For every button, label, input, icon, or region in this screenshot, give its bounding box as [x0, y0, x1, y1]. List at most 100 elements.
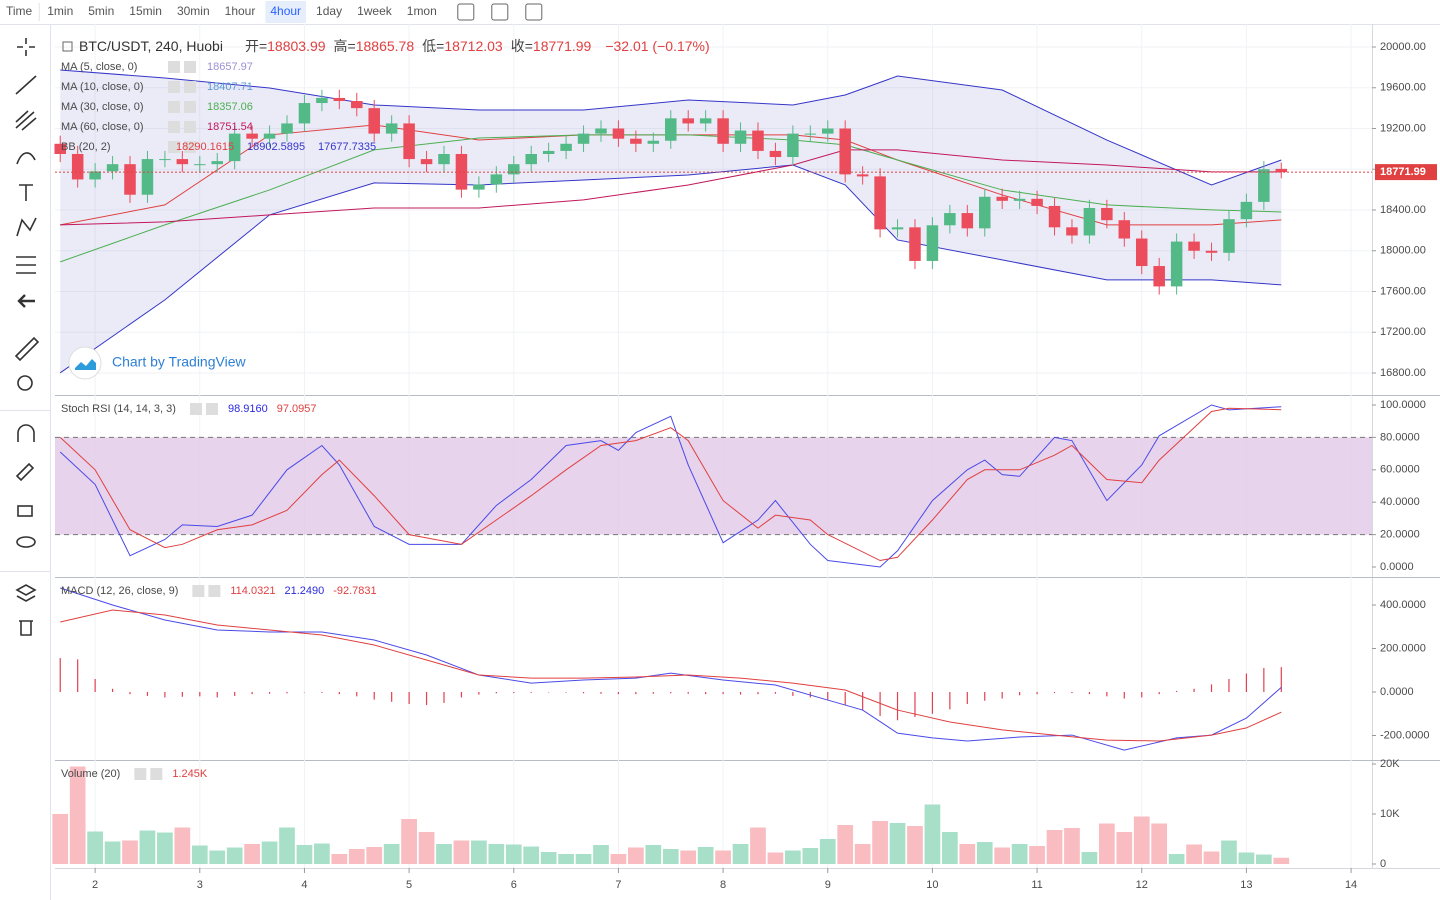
- volume-bar: [209, 850, 226, 864]
- indicator-value: 1.245K: [172, 768, 208, 780]
- ruler-tool[interactable]: [14, 336, 40, 362]
- watermark-logo: [68, 346, 102, 380]
- quote: BTC/USDT, 240, Huobi: [79, 38, 223, 54]
- indicator-value: -92.7831: [333, 585, 376, 597]
- trash-tool[interactable]: [19, 620, 33, 636]
- indicator-settings[interactable]: [168, 81, 180, 93]
- indicator-label: MACD (12, 26, close, 9): [61, 585, 178, 597]
- timeframe-button[interactable]: 30min: [177, 4, 210, 18]
- quote: 18712.03: [444, 38, 503, 54]
- indicator-settings[interactable]: [189, 403, 202, 415]
- toolbar-icon[interactable]: [457, 3, 475, 21]
- volume-bar: [139, 830, 156, 864]
- candle-body: [351, 101, 363, 109]
- magnet-tool[interactable]: [17, 424, 35, 442]
- indicator-settings[interactable]: [168, 61, 180, 73]
- timeframe-button[interactable]: 1hour: [225, 4, 256, 18]
- y-tick-label: -200.0000: [1380, 729, 1430, 741]
- fib-tool[interactable]: [15, 110, 37, 131]
- indicator-settings[interactable]: [134, 768, 147, 780]
- timeframe-button[interactable]: 1week: [357, 4, 393, 18]
- drawing-tools[interactable]: [14, 38, 40, 636]
- volume-bar: [645, 845, 662, 864]
- candle-body: [368, 108, 380, 134]
- indicator-remove[interactable]: [150, 768, 163, 780]
- quote: −32.01 (−0.17%): [605, 38, 709, 54]
- candle-body: [508, 164, 520, 175]
- x-tick-label: 5: [406, 879, 412, 891]
- y-tick-label: 20.0000: [1380, 529, 1420, 541]
- measure-tool[interactable]: [16, 256, 36, 274]
- edit-lock-tool[interactable]: [15, 462, 35, 482]
- candle-body: [211, 161, 223, 165]
- candle-body: [333, 97, 346, 102]
- volume-bar: [715, 850, 731, 864]
- y-tick-label: 17200.00: [1380, 326, 1426, 338]
- volume-bar: [540, 852, 557, 864]
- volume-bar: [331, 854, 348, 864]
- toolbar-icon[interactable]: [525, 3, 543, 21]
- indicator-remove[interactable]: [184, 121, 196, 133]
- text-tool[interactable]: [19, 184, 33, 201]
- indicator-remove[interactable]: [208, 585, 221, 597]
- timeframe-button[interactable]: 15min: [129, 4, 162, 18]
- indicator-remove[interactable]: [205, 403, 218, 415]
- candle-body: [1170, 241, 1183, 287]
- timeframe-button[interactable]: 5min: [88, 4, 114, 18]
- candle-body: [978, 196, 991, 229]
- back-tool[interactable]: [17, 294, 35, 308]
- volume-bar: [924, 804, 941, 864]
- volume-bar: [732, 844, 749, 864]
- candle-body: [1031, 198, 1043, 206]
- layers-tool[interactable]: [15, 584, 37, 602]
- x-tick-label: 8: [720, 879, 726, 891]
- lock-tool[interactable]: [17, 505, 33, 517]
- indicator-settings[interactable]: [168, 101, 180, 113]
- chart-title: BTC/USDT, 240, Huobi 开=18803.99 高=18865.78…: [79, 38, 710, 54]
- visibility-tool[interactable]: [16, 536, 36, 548]
- indicator-settings[interactable]: [168, 141, 180, 153]
- timeframe-button[interactable]: 4hour: [270, 4, 301, 18]
- volume-bar: [87, 831, 103, 864]
- indicator-remove[interactable]: [184, 101, 196, 113]
- y-tick-label: 0.0000: [1380, 561, 1414, 573]
- pattern-tool[interactable]: [16, 217, 37, 237]
- candle-body: [71, 153, 84, 180]
- indicator-line: [60, 69, 1282, 186]
- indicator-label: MA (10, close, 0): [61, 81, 144, 93]
- candle-body: [717, 118, 729, 144]
- indicator-remove[interactable]: [184, 81, 196, 93]
- timeframe-button[interactable]: 1mon: [407, 4, 437, 18]
- toolbar-icon[interactable]: [491, 3, 509, 21]
- line-tool[interactable]: [15, 75, 37, 95]
- timeframe-button[interactable]: 1day: [316, 4, 342, 18]
- volume-bar: [575, 854, 592, 864]
- y-tick-label: 17600.00: [1380, 285, 1426, 297]
- x-tick-label: 4: [301, 879, 307, 891]
- indicator-value: 18407.71: [207, 81, 253, 93]
- crosshair-tool[interactable]: [17, 38, 35, 56]
- candle-body: [769, 150, 782, 158]
- indicator-value: 18902.5895: [247, 141, 305, 153]
- indicator-remove[interactable]: [184, 61, 196, 73]
- candle-body: [665, 118, 677, 141]
- volume-bar: [523, 846, 540, 864]
- indicator-remove[interactable]: [184, 141, 196, 153]
- candle-body: [1240, 201, 1253, 220]
- candle-body: [804, 133, 817, 135]
- indicator-label: MA (5, close, 0): [61, 61, 137, 73]
- timeframe-button[interactable]: Time: [6, 4, 33, 18]
- indicator-line: [59, 407, 1282, 562]
- zoom-tool[interactable]: [17, 375, 33, 391]
- volume-bar: [785, 850, 801, 864]
- candle-body: [752, 130, 764, 151]
- timeframe-button[interactable]: 1min: [47, 4, 73, 18]
- indicator-settings[interactable]: [192, 585, 205, 597]
- volume-bar: [1046, 830, 1063, 864]
- indicator-settings[interactable]: [168, 121, 180, 133]
- indicator-value: 18290.1615: [176, 141, 234, 153]
- volume-bar: [767, 852, 784, 864]
- active-timeframe[interactable]: [265, 1, 307, 23]
- bottom-divider: [0, 410, 50, 572]
- brush-tool[interactable]: [16, 152, 36, 165]
